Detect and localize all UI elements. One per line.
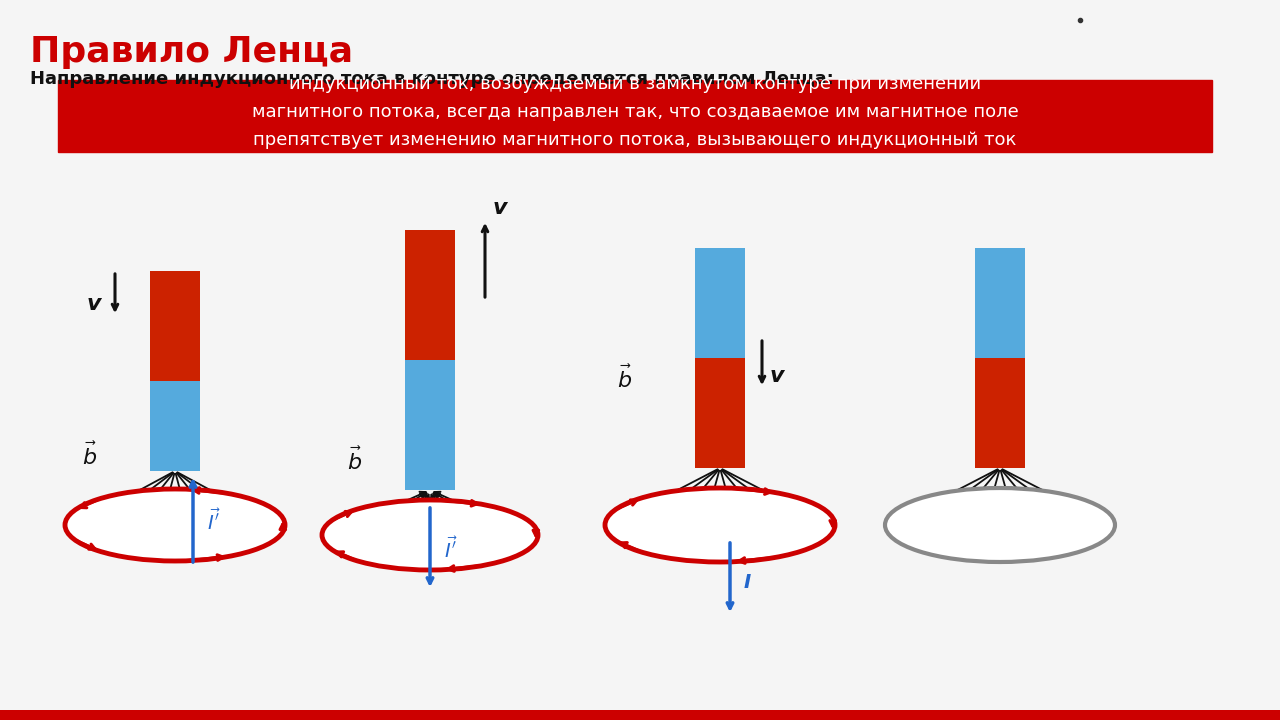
Ellipse shape <box>65 489 285 561</box>
Text: Направление индукционного тока в контуре определяется правилом Ленца:: Направление индукционного тока в контуре… <box>29 70 833 88</box>
Text: $\vec{I'}$: $\vec{I'}$ <box>444 536 457 562</box>
Text: I: I <box>744 572 751 592</box>
Bar <box>695 358 745 468</box>
Text: $\vec{b}$: $\vec{b}$ <box>347 447 362 474</box>
Text: $\vec{b}$: $\vec{b}$ <box>617 365 632 392</box>
Bar <box>150 381 200 471</box>
Text: Правило Ленца: Правило Ленца <box>29 35 353 69</box>
Bar <box>975 358 1025 468</box>
Ellipse shape <box>605 488 835 562</box>
Text: v: v <box>493 198 507 218</box>
Ellipse shape <box>323 500 538 570</box>
Text: v: v <box>771 366 785 386</box>
Bar <box>150 271 200 381</box>
Text: $\vec{b}$: $\vec{b}$ <box>82 442 97 469</box>
Text: v: v <box>87 294 101 314</box>
Ellipse shape <box>884 488 1115 562</box>
Bar <box>695 248 745 358</box>
Bar <box>975 248 1025 358</box>
Bar <box>404 360 454 490</box>
Text: $\vec{I'}$: $\vec{I'}$ <box>207 508 220 534</box>
FancyBboxPatch shape <box>58 80 1212 152</box>
Text: индукционный ток, возбуждаемый в замкнутом контуре при изменении
магнитного пото: индукционный ток, возбуждаемый в замкнут… <box>252 75 1019 149</box>
Bar <box>404 230 454 360</box>
Bar <box>0 710 1280 720</box>
